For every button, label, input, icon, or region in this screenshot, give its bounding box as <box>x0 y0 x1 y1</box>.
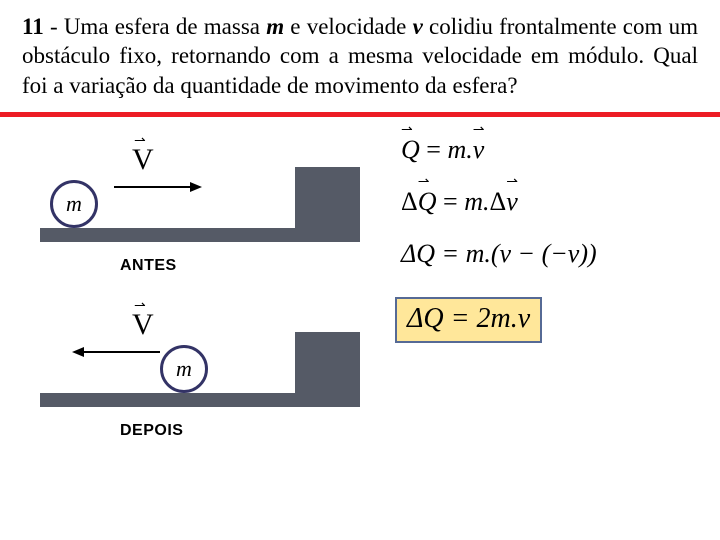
problem-text-1: - Uma esfera de massa <box>44 14 266 39</box>
wall-before <box>295 167 360 242</box>
eq1-lhs: Q <box>401 135 420 164</box>
problem-statement: 11 - Uma esfera de massa m e velocidade … <box>0 0 720 108</box>
eq2-lhs: Q <box>418 187 437 216</box>
vector-tick-icon: ⇀ <box>134 298 146 315</box>
velocity-label-after: ⇀ V <box>132 308 154 342</box>
equation-4-boxed: ΔQ = 2m.v <box>395 297 542 343</box>
eq1-equals: = <box>426 135 447 164</box>
wall-after <box>295 332 360 407</box>
ball-before-label: m <box>66 191 82 217</box>
vector-arrow-icon: ⇀ <box>401 122 413 139</box>
eq2-dv: ⇀ v <box>506 187 518 217</box>
diagram-before: m ⇀ V <box>40 147 380 242</box>
eq2-delta2: Δ <box>489 187 506 216</box>
vector-arrow-icon: ⇀ <box>418 174 430 191</box>
vector-arrow-icon: ⇀ <box>506 174 518 191</box>
caption-after: DEPOIS <box>120 422 183 440</box>
problem-var-m: m <box>266 14 284 39</box>
eq2-delta: Δ <box>401 187 418 216</box>
eq2-Q: ⇀ Q <box>418 187 437 217</box>
ball-after-label: m <box>176 356 192 382</box>
problem-text-2: e velocidade <box>284 14 412 39</box>
equation-3: ΔQ = m.(v − (−v)) <box>395 239 690 269</box>
diagram-after: m ⇀ V <box>40 312 380 407</box>
eq1-v: ⇀v <box>473 135 485 165</box>
eq2-m: m. <box>464 187 489 216</box>
arrow-right-icon <box>112 181 202 193</box>
eq1-m: m. <box>447 135 472 164</box>
ball-after: m <box>160 345 208 393</box>
problem-var-v: v <box>413 14 423 39</box>
eq3-text: ΔQ = m.(v − (−v)) <box>401 239 597 268</box>
equation-2: Δ ⇀ Q = m.Δ ⇀ v <box>395 187 690 217</box>
vector-arrow-icon: ⇀ <box>473 122 485 139</box>
equation-1: ⇀ Q = m. ⇀v <box>395 135 690 165</box>
eq2-equals: = <box>443 187 464 216</box>
ball-before: m <box>50 180 98 228</box>
eq2-v: v <box>506 187 518 216</box>
eq4-text: ΔQ = 2m.v <box>407 303 530 334</box>
caption-before: ANTES <box>120 257 177 275</box>
arrow-left-icon <box>72 346 162 358</box>
equation-block: ⇀ Q = m. ⇀v Δ ⇀ Q = m.Δ ⇀ v ΔQ = m.(v − … <box>395 135 690 365</box>
eq1-Q: ⇀ Q <box>401 135 420 165</box>
velocity-label-before: ⇀ V <box>132 143 154 177</box>
content-area: m ⇀ V ANTES m ⇀ V DEPOIS ⇀ <box>0 117 720 477</box>
vector-tick-icon: ⇀ <box>134 133 146 150</box>
problem-number: 11 <box>22 14 44 39</box>
